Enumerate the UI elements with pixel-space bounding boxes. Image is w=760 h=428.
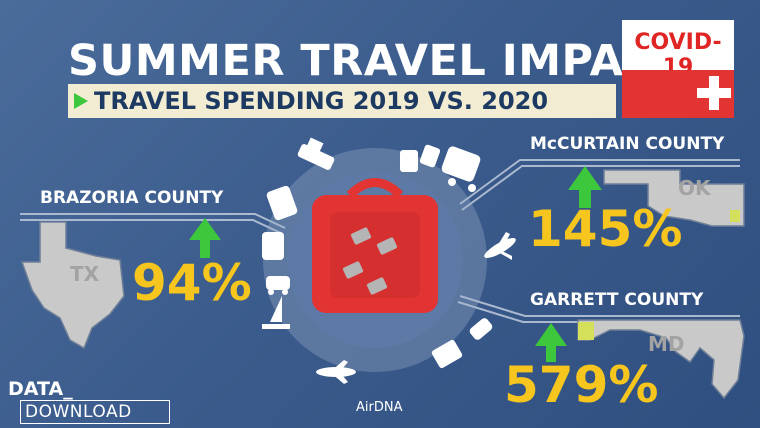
change-value-mccurtain: 145% bbox=[528, 200, 683, 258]
up-arrow-icon-brazoria bbox=[189, 218, 221, 258]
up-arrow-icon-mccurtain bbox=[568, 166, 602, 208]
oklahoma-map bbox=[603, 169, 745, 227]
state-label-tx: TX bbox=[70, 262, 100, 286]
brand-logo-bottom: DOWNLOAD bbox=[25, 402, 132, 422]
car-icon-right bbox=[469, 318, 493, 340]
covid-badge: COVID-19 bbox=[622, 20, 734, 118]
change-value-brazoria: 94% bbox=[132, 254, 252, 312]
cross-icon-bar bbox=[697, 88, 731, 98]
train-icon bbox=[266, 185, 298, 221]
county-name-mccurtain: McCURTAIN COUNTY bbox=[530, 134, 725, 154]
county-name-garrett: GARRETT COUNTY bbox=[530, 290, 704, 310]
bus-icon bbox=[441, 146, 481, 192]
connector-lines bbox=[20, 159, 740, 323]
county-name-brazoria: BRAZORIA COUNTY bbox=[40, 188, 224, 208]
rv-icon bbox=[431, 339, 463, 369]
source-credit: AirDNA bbox=[356, 400, 403, 415]
suitcase-icon bbox=[312, 178, 438, 313]
brand-logo-top: DATA_ bbox=[8, 378, 73, 400]
subtitle: TRAVEL SPENDING 2019 VS. 2020 bbox=[94, 87, 549, 115]
airplane-icon-right bbox=[484, 232, 516, 260]
state-label-md: MD bbox=[648, 332, 685, 356]
maryland-map bbox=[577, 319, 745, 400]
bag-icon bbox=[400, 144, 441, 172]
state-label-ok: OK bbox=[678, 176, 711, 200]
texas-map bbox=[20, 221, 125, 350]
change-value-garrett: 579% bbox=[504, 356, 659, 414]
sailboat-icon bbox=[262, 296, 290, 329]
brand-logo-box: DOWNLOAD bbox=[20, 400, 170, 424]
ship-icon bbox=[297, 137, 335, 170]
subtitle-bar: TRAVEL SPENDING 2019 VS. 2020 bbox=[68, 84, 616, 118]
airplane-icon-bottom bbox=[316, 360, 356, 384]
page-title: SUMMER TRAVEL IMPACT bbox=[68, 36, 686, 86]
arrow-right-icon bbox=[74, 93, 88, 109]
car-icon bbox=[266, 276, 290, 295]
bus-icon-left bbox=[262, 232, 284, 260]
up-arrow-icon-garrett bbox=[535, 323, 567, 362]
